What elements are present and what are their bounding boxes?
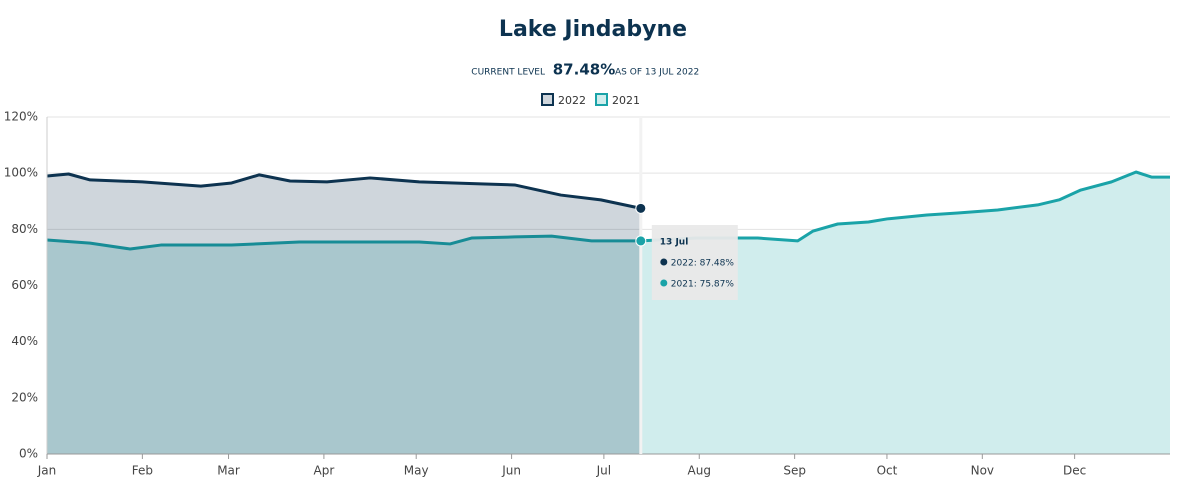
x-tick-label: Apr [314,464,335,478]
tooltip-date: 13 Jul [660,238,689,248]
y-tick-label: 20% [11,390,38,404]
x-tick-label: Jun [501,464,521,478]
current-level: 87.48% [553,61,615,79]
series-area [47,174,641,455]
legend-swatch [541,93,554,106]
tooltip-dot [660,279,668,287]
legend-label: 2021 [612,94,640,107]
x-tick-label: Feb [132,464,153,478]
x-tick-label: Oct [877,464,898,478]
legend-label: 2022 [558,94,586,107]
y-tick-label: 40% [11,334,38,348]
series-line [46,172,642,210]
series-line [46,170,1170,251]
x-tick-label: Nov [971,464,994,478]
chart-title: Lake Jindabyne [499,17,687,42]
x-tick-label: May [404,464,429,478]
x-tick-label: Dec [1063,464,1086,478]
hover-dot [635,202,647,214]
legend-swatch [595,93,608,106]
subtitle-prefix: CURRENT LEVEL [471,68,545,78]
subtitle-suffix: AS OF 13 JUL 2022 [615,68,699,78]
y-tick-label: 120% [4,110,38,124]
x-tick-label: Mar [217,464,240,478]
x-tick-label: Sep [783,464,806,478]
x-tick-label: Jan [37,464,57,478]
y-tick-label: 60% [11,278,38,292]
x-tick-label: Aug [688,464,711,478]
y-tick-label: 80% [11,222,38,236]
tooltip-line: 2021: 75.87% [671,280,735,290]
hover-dot [635,235,647,247]
tooltip-line: 2022: 87.48% [671,259,735,269]
tooltip-dot [660,258,668,266]
x-tick-label: Jul [596,464,611,478]
y-tick-label: 100% [4,166,38,180]
y-tick-label: 0% [19,447,38,461]
